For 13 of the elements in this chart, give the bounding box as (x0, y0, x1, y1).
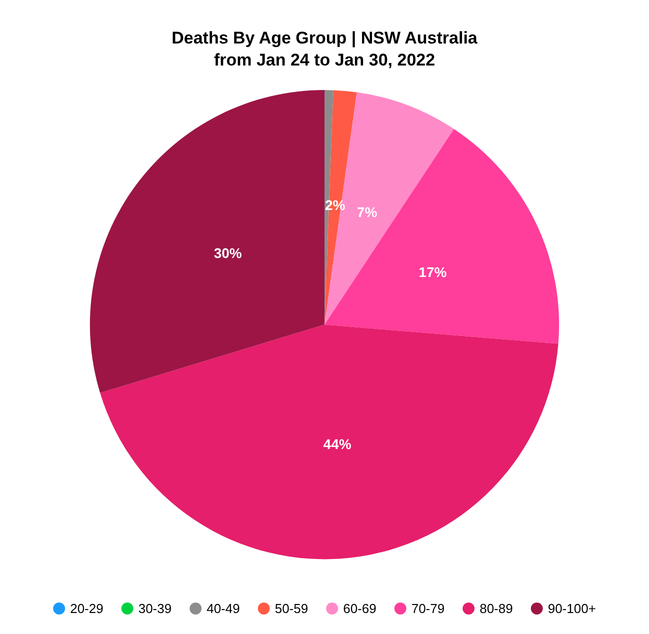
legend-label: 70-79 (411, 601, 445, 616)
data-label: 30% (214, 244, 242, 261)
data-label: 17% (418, 264, 448, 280)
legend-label: 20-29 (70, 601, 104, 616)
data-label: 44% (323, 436, 352, 452)
legend-label: 40-49 (206, 601, 240, 616)
chart-title: Deaths By Age Group | NSW Australia from Jan 24 to Jan 30, 2022 (172, 28, 478, 70)
legend-label: 60-69 (343, 601, 376, 616)
legend-label: 30-39 (138, 601, 172, 616)
data-label: 7% (356, 204, 378, 220)
legend-label: 90-100+ (548, 601, 596, 616)
legend-label: 50-59 (274, 601, 308, 616)
legend-label: 80-89 (480, 601, 513, 616)
